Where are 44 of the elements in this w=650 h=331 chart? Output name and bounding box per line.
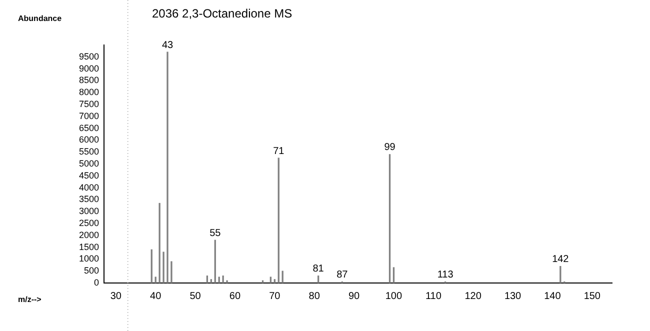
x-tick-label: 90 xyxy=(348,290,360,302)
x-tick-label: 100 xyxy=(385,290,402,302)
x-tick-label: 140 xyxy=(544,290,562,302)
annotation: 71 xyxy=(273,146,285,157)
chart-title: 2036 2,3-Octanedione MS xyxy=(152,6,292,20)
annotation: 55 xyxy=(210,228,222,239)
y-tick-label: 7000 xyxy=(78,110,99,121)
annotation: 81 xyxy=(312,264,324,275)
x-tick-label: 70 xyxy=(269,290,281,302)
annotation: 43 xyxy=(162,40,174,51)
y-tick-label: 8000 xyxy=(78,87,99,98)
x-tick-label: 150 xyxy=(584,290,601,302)
annotation: 142 xyxy=(552,254,570,266)
y-tick-label: 5500 xyxy=(78,146,99,157)
y-tick-label: 5000 xyxy=(78,158,99,168)
x-tick-label: 110 xyxy=(425,290,442,302)
annotation: 99 xyxy=(384,142,396,154)
annotation: 87 xyxy=(336,270,348,281)
y-tick-label: 9000 xyxy=(78,63,99,74)
y-tick-label: 3000 xyxy=(78,206,99,216)
y-tick-label: 4500 xyxy=(78,170,99,180)
y-tick-label: 8500 xyxy=(78,75,99,86)
y-tick-label: 7500 xyxy=(78,98,99,109)
y-tick-label: 9500 xyxy=(78,51,99,62)
x-tick-label: 130 xyxy=(504,290,522,302)
y-tick-label: 6000 xyxy=(78,134,99,145)
x-tick-label: 50 xyxy=(190,290,202,302)
x-tick-label: 80 xyxy=(308,290,320,302)
x-tick-label: 60 xyxy=(229,290,241,302)
y-tick-label: 3500 xyxy=(78,194,99,204)
y-tick-label: 1000 xyxy=(78,254,99,264)
y-tick-label: 0 xyxy=(94,277,99,288)
annotation: 113 xyxy=(437,270,454,281)
y-axis-title: Abundance xyxy=(18,14,62,24)
y-tick-label: 2000 xyxy=(78,230,99,240)
y-tick-label: 4000 xyxy=(78,182,99,192)
x-axis-title: m/z--> xyxy=(18,295,42,304)
x-tick-label: 40 xyxy=(150,290,162,302)
x-tick-label: 30 xyxy=(110,290,122,302)
x-tick-label: 120 xyxy=(464,290,482,302)
y-tick-label: 500 xyxy=(84,266,99,276)
y-tick-label: 6500 xyxy=(78,122,99,133)
y-tick-label: 1500 xyxy=(78,242,99,252)
y-tick-label: 2500 xyxy=(78,218,99,228)
